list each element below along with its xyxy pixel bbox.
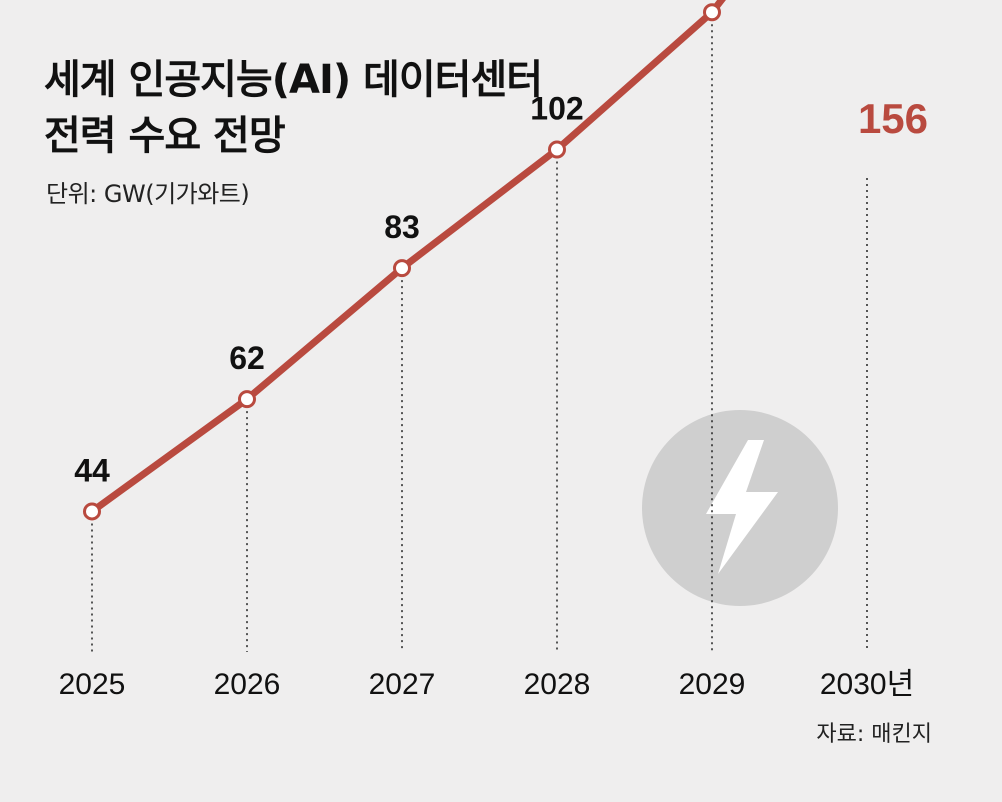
x-tick-label: 2027 bbox=[369, 668, 436, 701]
data-point bbox=[703, 3, 721, 22]
data-point bbox=[83, 502, 101, 521]
chart-title: 세계 인공지능(AI) 데이터센터 전력 수요 전망 bbox=[44, 52, 543, 164]
value-label: 83 bbox=[384, 209, 420, 245]
title-line-2: 전력 수요 전망 bbox=[44, 113, 286, 159]
x-tick-label: 2025 bbox=[59, 668, 126, 701]
data-point bbox=[393, 259, 411, 278]
x-tick-label: 2028 bbox=[524, 668, 591, 701]
title-line-1: 세계 인공지능(AI) 데이터센터 bbox=[44, 57, 543, 103]
value-label: 62 bbox=[229, 340, 265, 376]
value-label: 102 bbox=[530, 91, 583, 127]
value-label: 156 bbox=[858, 95, 928, 142]
x-tick-label: 2030년 bbox=[820, 668, 914, 701]
unit-label: 단위: GW(기가와트) bbox=[46, 180, 250, 208]
source-label: 자료: 매킨지 bbox=[816, 722, 932, 747]
value-label: 44 bbox=[74, 452, 110, 488]
series-line bbox=[88, 0, 726, 515]
x-tick-label: 2029 bbox=[679, 668, 746, 701]
data-point bbox=[238, 390, 256, 409]
lightning-bolt-icon bbox=[642, 410, 838, 606]
data-point bbox=[548, 140, 566, 159]
x-tick-label: 2026 bbox=[214, 668, 281, 701]
